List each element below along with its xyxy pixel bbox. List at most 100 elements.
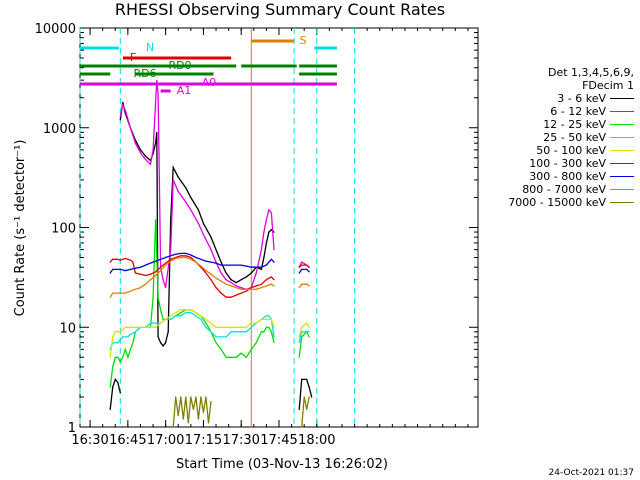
data-point: [180, 255, 182, 257]
data-point: [301, 331, 303, 333]
data-point: [122, 336, 124, 338]
data-point: [155, 219, 157, 221]
data-point: [265, 326, 267, 328]
legend-swatch: [610, 189, 634, 190]
data-point: [112, 386, 114, 388]
data-point: [195, 261, 197, 263]
data-point: [180, 315, 182, 317]
data-point: [155, 101, 157, 103]
data-point: [109, 296, 111, 298]
data-point: [124, 326, 126, 328]
data-point: [119, 259, 121, 261]
data-point: [255, 288, 257, 290]
x-tick-label: 16:30: [71, 433, 108, 448]
data-point: [273, 326, 275, 328]
data-point: [165, 256, 167, 259]
data-point: [127, 258, 129, 260]
series-7000-15000-kev: [172, 396, 310, 428]
data-point: [215, 342, 217, 344]
data-point: [139, 152, 142, 154]
data-point: [240, 326, 242, 328]
data-point: [245, 265, 247, 267]
data-point: [265, 315, 267, 317]
data-point: [270, 331, 272, 333]
data-point: [144, 155, 147, 157]
data-point: [139, 266, 142, 268]
data-point: [235, 282, 237, 284]
data-point: [177, 415, 179, 417]
data-point: [156, 79, 158, 81]
data-point: [240, 264, 242, 266]
data-point: [268, 209, 270, 211]
data-point: [260, 266, 262, 268]
data-point: [270, 318, 272, 320]
y-tick-label: 10: [59, 321, 76, 336]
data-point: [215, 336, 217, 338]
data-point: [175, 257, 177, 259]
data-point: [273, 249, 275, 251]
data-point: [298, 336, 300, 338]
data-point: [240, 288, 242, 290]
series-line: [109, 378, 121, 410]
data-point: [185, 201, 187, 203]
x-tick-label: 18:00: [298, 433, 335, 448]
data-point: [308, 386, 310, 388]
data-point: [265, 318, 267, 320]
data-point: [112, 258, 114, 260]
data-point: [301, 283, 303, 285]
data-point: [160, 309, 162, 311]
data-point: [260, 268, 262, 270]
data-point: [149, 273, 152, 275]
legend-entry: 50 - 100 keV: [484, 144, 634, 157]
data-point: [190, 312, 192, 314]
data-point: [180, 309, 182, 311]
data-point: [273, 336, 275, 338]
legend-label: 6 - 12 keV: [550, 105, 606, 118]
legend-entry: 12 - 25 keV: [484, 118, 634, 131]
data-point: [155, 274, 157, 277]
series-12-25-kev: [109, 219, 310, 388]
data-point: [155, 271, 157, 273]
data-point: [235, 264, 237, 266]
data-point: [298, 272, 300, 274]
data-point: [149, 279, 152, 281]
x-axis-label: Start Time (03-Nov-13 16:26:02): [176, 457, 388, 472]
data-point: [220, 326, 222, 328]
data-point: [230, 264, 232, 266]
data-point: [177, 176, 179, 178]
series-line: [298, 264, 310, 268]
data-point: [155, 260, 157, 262]
data-point: [114, 268, 116, 270]
data-point: [220, 264, 222, 266]
data-point: [306, 322, 308, 324]
data-point: [170, 249, 172, 251]
data-point: [235, 294, 237, 296]
data-point: [230, 296, 232, 298]
data-point: [210, 236, 212, 238]
data-point: [117, 356, 119, 358]
legend-swatch: [610, 163, 634, 164]
y-tick-label: 1: [68, 421, 76, 436]
data-point: [225, 296, 227, 298]
data-point: [225, 272, 227, 274]
data-point: [160, 258, 162, 260]
data-point: [157, 296, 159, 298]
data-point: [250, 272, 252, 274]
data-point: [263, 256, 265, 259]
data-point: [273, 342, 275, 344]
data-point: [220, 261, 222, 263]
data-point: [298, 287, 300, 289]
data-point: [215, 262, 217, 264]
data-point: [210, 261, 212, 263]
series-line: [172, 396, 212, 428]
data-point: [308, 271, 310, 273]
data-point: [134, 267, 136, 269]
data-point: [172, 179, 174, 181]
data-point: [175, 312, 177, 314]
series-layer: [109, 79, 313, 428]
data-point: [124, 109, 126, 111]
data-point: [240, 279, 242, 281]
flag-rd6: RD6: [80, 67, 337, 80]
data-point: [205, 326, 207, 328]
data-point: [114, 292, 116, 294]
